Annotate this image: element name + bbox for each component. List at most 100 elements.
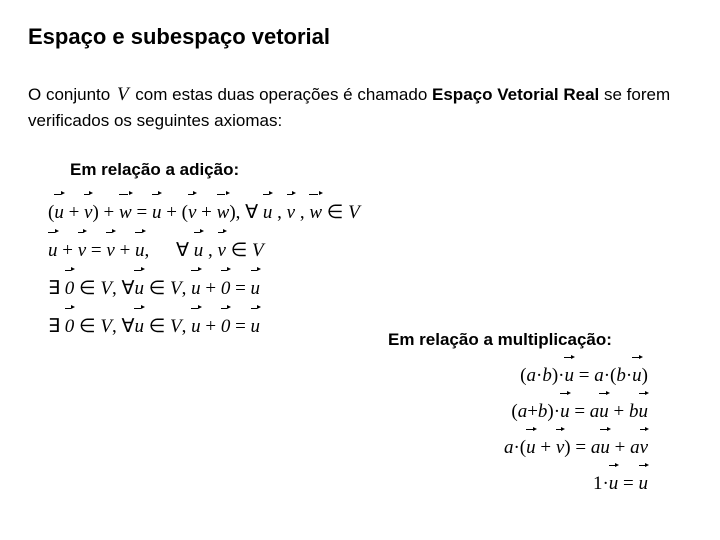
scalar-a: a xyxy=(590,401,600,422)
txt: , xyxy=(203,240,217,261)
vec-u: u xyxy=(639,466,649,502)
vec-zero: 0 xyxy=(65,308,75,346)
txt: = xyxy=(230,316,250,337)
vec-u: u xyxy=(564,358,574,394)
txt: ·( xyxy=(604,365,617,386)
addition-axiom-commutativity: u + v = v + u, ∀ u , v ∈ V xyxy=(48,232,692,270)
vec-u: u xyxy=(599,394,609,430)
scalar-a: a xyxy=(518,401,528,422)
txt: ) xyxy=(642,365,648,386)
txt: ), xyxy=(229,202,240,223)
txt: , xyxy=(295,202,309,223)
txt: ∃ xyxy=(48,278,65,299)
vec-v: v xyxy=(188,194,196,232)
txt: ∈ xyxy=(144,316,170,337)
multiplication-axioms: (a·b)·u = a·(b·u) (a+b)·u = au + bu a·(u… xyxy=(388,358,688,502)
intro-bold-term: Espaço Vetorial Real xyxy=(432,85,599,104)
txt: , xyxy=(145,240,150,261)
vec-v: v xyxy=(640,430,648,466)
set-V: V xyxy=(348,202,360,223)
set-V: V xyxy=(170,316,182,337)
txt: ∀ xyxy=(240,202,263,223)
addition-axiom-associativity: (u + v) + w = u + (v + w), ∀ u , v , w ∈… xyxy=(48,194,692,232)
vec-w: w xyxy=(309,194,322,232)
txt: + xyxy=(610,437,630,458)
vec-u: u xyxy=(632,358,642,394)
txt: = xyxy=(570,401,590,422)
txt: + xyxy=(115,240,135,261)
vec-u: u xyxy=(639,394,649,430)
scalar-b: b xyxy=(629,401,639,422)
vec-v: v xyxy=(218,232,226,270)
txt: = xyxy=(230,278,250,299)
txt: ·( xyxy=(513,437,526,458)
vec-zero: 0 xyxy=(65,270,75,308)
vec-v: v xyxy=(556,430,564,466)
vec-u: u xyxy=(54,194,64,232)
vec-u: u xyxy=(609,466,619,502)
txt: = xyxy=(618,473,638,494)
vec-u: u xyxy=(134,270,144,308)
addition-heading: Em relação a adição: xyxy=(70,160,692,180)
addition-axiom-identity: ∃ 0 ∈ V, ∀u ∈ V, u + 0 = u xyxy=(48,270,692,308)
txt: + xyxy=(201,278,221,299)
page-title: Espaço e subespaço vetorial xyxy=(28,24,692,50)
txt: , xyxy=(182,316,192,337)
vec-u: u xyxy=(135,232,145,270)
txt: + xyxy=(64,202,84,223)
vec-u: u xyxy=(263,194,273,232)
txt: + xyxy=(609,401,629,422)
txt: ∈ xyxy=(144,278,170,299)
txt: , ∀ xyxy=(112,316,135,337)
vec-u: u xyxy=(191,270,201,308)
vec-u: u xyxy=(134,308,144,346)
txt: )· xyxy=(552,365,565,386)
txt: + xyxy=(536,437,556,458)
txt: ∈ xyxy=(74,278,100,299)
vec-v: v xyxy=(287,194,295,232)
txt: , xyxy=(182,278,192,299)
addition-axioms: (u + v) + w = u + (v + w), ∀ u , v , w ∈… xyxy=(48,194,692,346)
scalar-b: b xyxy=(538,401,548,422)
vec-zero: 0 xyxy=(221,270,231,308)
txt: = xyxy=(132,202,152,223)
mult-axiom-associativity: (a·b)·u = a·(b·u) xyxy=(388,358,648,394)
vec-u: u xyxy=(48,232,58,270)
txt: + xyxy=(527,401,538,422)
intro-paragraph: O conjunto V com estas duas operações é … xyxy=(28,82,692,132)
scalar-a: a xyxy=(594,365,604,386)
vec-u: u xyxy=(194,232,204,270)
txt: = xyxy=(86,240,106,261)
set-V: V xyxy=(100,278,112,299)
scalar-a: a xyxy=(591,437,601,458)
txt: , ∀ xyxy=(112,278,135,299)
intro-part1: O conjunto xyxy=(28,85,115,104)
txt: ∈ xyxy=(74,316,100,337)
intro-part2: com estas duas operações é chamado xyxy=(131,85,432,104)
vec-u: u xyxy=(600,430,610,466)
vec-w: w xyxy=(217,194,230,232)
mult-axiom-distributive-vectors: a·(u + v) = au + av xyxy=(388,430,648,466)
scalar-b: b xyxy=(616,365,626,386)
vec-u: u xyxy=(251,308,261,346)
txt: ∈ xyxy=(226,240,252,261)
set-V: V xyxy=(170,278,182,299)
txt: , xyxy=(272,202,286,223)
mult-axiom-distributive-scalars: (a+b)·u = au + bu xyxy=(388,394,648,430)
txt: ∀ xyxy=(171,240,194,261)
txt: ) = xyxy=(564,437,591,458)
set-V: V xyxy=(252,240,264,261)
txt: ∃ xyxy=(48,316,65,337)
vec-v: v xyxy=(84,194,92,232)
vec-v: v xyxy=(78,232,86,270)
txt: ) + xyxy=(92,202,119,223)
vec-w: w xyxy=(119,194,132,232)
mult-axiom-identity: 1·u = u xyxy=(388,466,648,502)
scalar-a: a xyxy=(526,365,536,386)
txt: + xyxy=(201,316,221,337)
txt: ∈ xyxy=(322,202,348,223)
vec-u: u xyxy=(560,394,570,430)
scalar-a: a xyxy=(630,437,640,458)
txt: + xyxy=(58,240,78,261)
vec-u: u xyxy=(152,194,162,232)
